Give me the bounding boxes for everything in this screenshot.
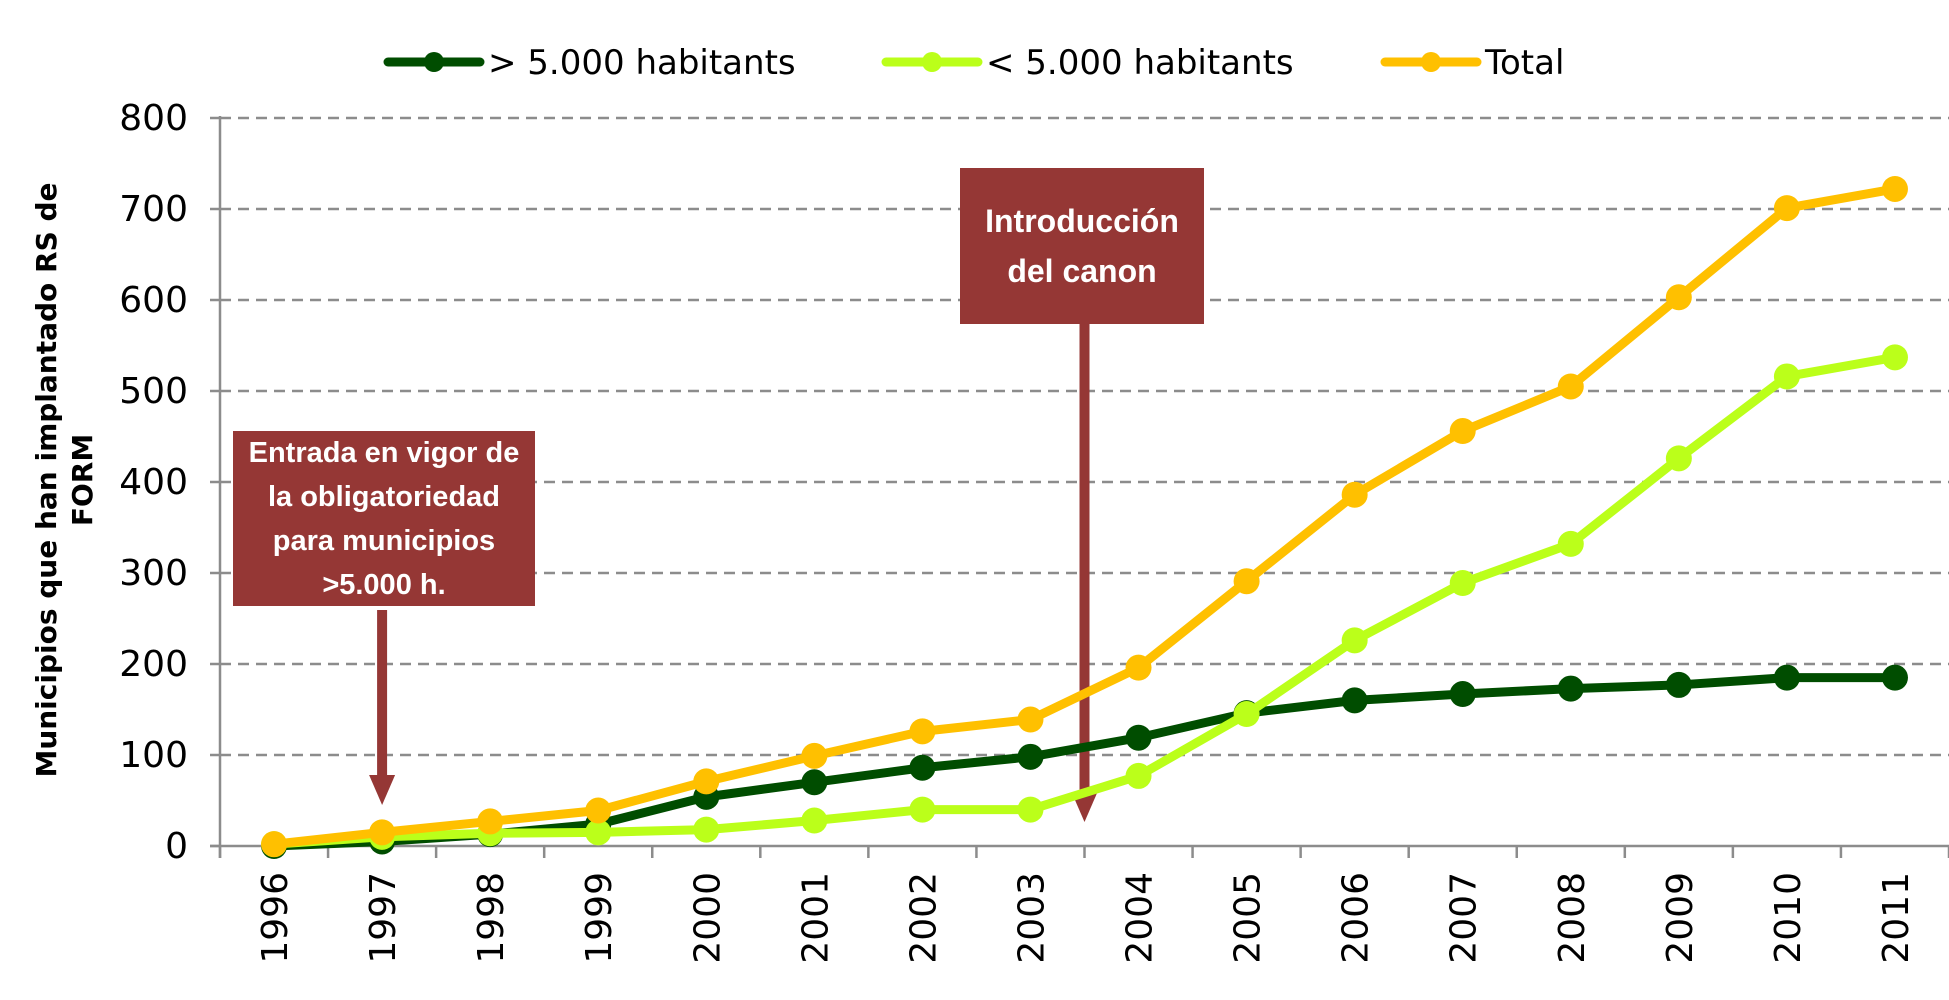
y-tick-label: 700 <box>119 189 188 230</box>
data-point <box>1557 530 1584 557</box>
data-point <box>1125 654 1152 681</box>
x-tick-label: 1996 <box>255 872 296 964</box>
y-tick-label: 0 <box>165 826 188 867</box>
legend-swatch-marker <box>1421 52 1441 72</box>
annotation-arrow-shaft <box>1079 324 1090 794</box>
data-point <box>1773 363 1800 390</box>
y-tick-label: 400 <box>119 462 188 503</box>
data-point <box>1773 664 1800 691</box>
data-point <box>1557 675 1584 702</box>
data-point <box>801 807 828 834</box>
data-point <box>1449 418 1476 445</box>
x-tick-label: 2003 <box>1011 872 1052 964</box>
data-point <box>1665 445 1692 472</box>
series-line <box>273 184 1896 849</box>
annotation-arrow-shaft <box>377 610 388 775</box>
x-tick-label: 2005 <box>1228 872 1269 964</box>
annotation-arrow-head <box>369 775 396 805</box>
data-point <box>1665 284 1692 311</box>
y-tick-label: 600 <box>119 280 188 321</box>
data-point <box>693 768 720 795</box>
y-tick-label: 300 <box>119 553 188 594</box>
data-point <box>693 816 720 843</box>
data-point <box>1017 743 1044 770</box>
series-2 <box>261 175 1908 858</box>
data-point <box>1881 664 1908 691</box>
data-point <box>1557 373 1584 400</box>
data-point <box>1017 796 1044 823</box>
legend-swatch-marker <box>922 52 942 72</box>
data-point <box>585 797 612 824</box>
data-point <box>1341 687 1368 714</box>
data-point <box>1449 681 1476 708</box>
data-point <box>1881 344 1908 371</box>
data-point <box>369 819 396 846</box>
data-point <box>1665 671 1692 698</box>
data-point <box>909 754 936 781</box>
data-point <box>909 796 936 823</box>
data-point <box>1773 195 1800 222</box>
y-axis-title-line-2: FORM <box>66 434 99 526</box>
x-tick-label: 2004 <box>1120 872 1161 964</box>
data-point <box>1881 175 1908 202</box>
x-tick-label: 2009 <box>1660 872 1701 964</box>
data-point <box>261 831 288 858</box>
data-point <box>1341 481 1368 508</box>
x-tick-label: 2002 <box>903 872 944 964</box>
y-tick-label: 500 <box>119 371 188 412</box>
x-tick-label: 2007 <box>1444 872 1485 964</box>
x-tick-label: 1998 <box>471 872 512 964</box>
legend: > 5.000 habitants < 5.000 habitants Total <box>383 43 1564 83</box>
annotation-canon: Introducción del canon <box>960 168 1204 324</box>
x-tick-label: 2008 <box>1552 872 1593 964</box>
y-tick-label: 100 <box>119 735 188 776</box>
data-point <box>1449 570 1476 597</box>
data-point <box>585 819 612 846</box>
axes <box>210 116 1949 858</box>
data-point <box>1233 701 1260 728</box>
x-tick-label: 2011 <box>1876 872 1917 964</box>
data-point <box>1233 568 1260 595</box>
legend-swatch-marker <box>424 52 444 72</box>
x-axis-ticks: 1996 1997 1998 1999 2000 2001 2002 2003 2004 2005… <box>218 846 1949 964</box>
x-tick-label: 2010 <box>1768 872 1809 964</box>
y-axis-title: Municipios que han implantado RS de FORM <box>30 182 99 777</box>
data-point <box>801 769 828 796</box>
data-point <box>801 742 828 769</box>
y-axis-title-line-1: Municipios que han implantado RS de <box>30 182 63 777</box>
data-point <box>1125 724 1152 751</box>
data-point <box>477 808 504 835</box>
legend-label: < 5.000 habitants <box>986 43 1294 83</box>
annotation-obligatoriedad: Entrada en vigor de la obligatoriedad pa… <box>233 431 535 606</box>
x-tick-label: 2000 <box>687 872 728 964</box>
y-axis-ticks: 0 100 200 300 400 500 600 700 800 <box>119 98 220 867</box>
x-tick-label: 1997 <box>363 872 404 964</box>
legend-label: Total <box>1484 43 1564 83</box>
data-point <box>1125 762 1152 789</box>
x-tick-label: 2006 <box>1336 872 1377 964</box>
series-line <box>273 352 1896 849</box>
x-tick-label: 1999 <box>579 872 620 964</box>
data-point <box>1017 706 1044 733</box>
legend-label: > 5.000 habitants <box>488 43 796 83</box>
y-tick-label: 200 <box>119 644 188 685</box>
y-tick-label: 800 <box>119 98 188 139</box>
data-point <box>1341 627 1368 654</box>
series-lines <box>261 175 1908 859</box>
x-tick-label: 2001 <box>795 872 836 964</box>
data-point <box>909 718 936 745</box>
